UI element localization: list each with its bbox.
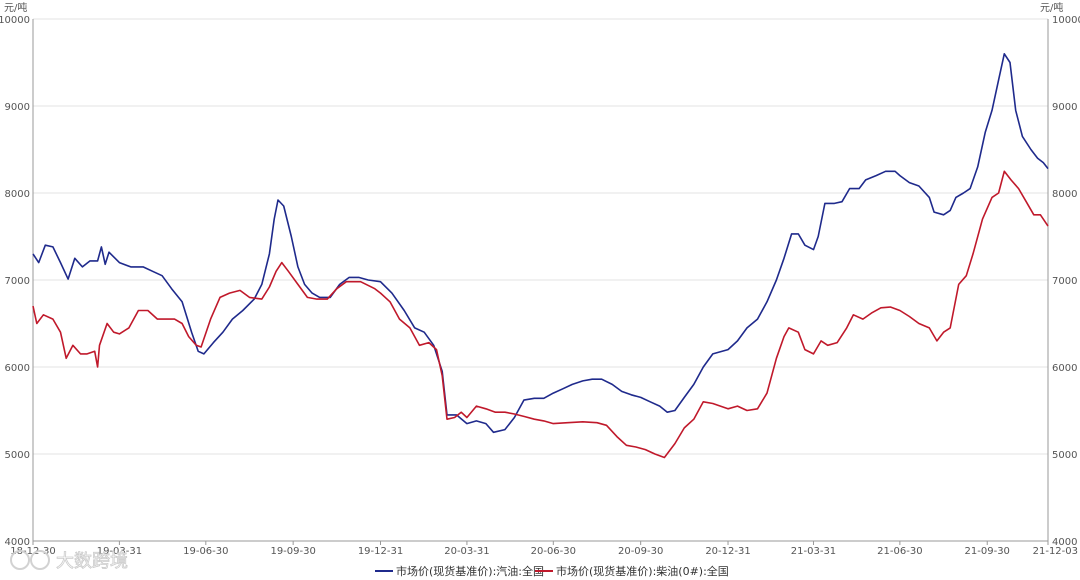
left-axis-unit: 元/吨 [4, 1, 27, 14]
y-tick-left-8000: 8000 [5, 189, 30, 200]
y-tick-right-5000: 5000 [1052, 450, 1077, 461]
x-tick-20-09-30: 20-09-30 [618, 546, 663, 557]
x-tick-19-03-31: 19-03-31 [97, 546, 142, 557]
y-tick-left-7000: 7000 [5, 276, 30, 287]
y-tick-left-10000: 10000 [0, 15, 30, 26]
y-tick-right-10000: 10000 [1052, 15, 1080, 26]
x-tick-20-12-31: 20-12-31 [705, 546, 750, 557]
x-tick-19-12-31: 19-12-31 [358, 546, 403, 557]
legend: 市场价(现货基准价):汽油:全国 市场价(现货基准价):柴油(0#):全国 [375, 564, 729, 578]
watermark: 大数跨境 [10, 550, 128, 572]
right-y-tick-labels: 4000 5000 6000 7000 8000 9000 10000 [1052, 15, 1080, 548]
watermark-logo-icon [10, 550, 30, 570]
x-tick-21-12-03: 21-12-03 [1033, 546, 1078, 557]
x-tick-19-06-30: 19-06-30 [183, 546, 228, 557]
y-tick-left-5000: 5000 [5, 450, 30, 461]
legend-label-diesel: 市场价(现货基准价):柴油(0#):全国 [556, 564, 729, 578]
x-tick-20-06-30: 20-06-30 [531, 546, 576, 557]
series-lines [32, 53, 1049, 459]
x-tick-18-12-30: 18-12-30 [10, 546, 55, 557]
left-y-tick-labels: 4000 5000 6000 7000 8000 9000 10000 [0, 15, 30, 548]
right-axis-unit: 元/吨 [1040, 1, 1063, 14]
x-tick-20-03-31: 20-03-31 [444, 546, 489, 557]
legend-label-gasoline: 市场价(现货基准价):汽油:全国 [396, 564, 544, 578]
series-line-0 [32, 53, 1049, 434]
x-tick-19-09-30: 19-09-30 [270, 546, 315, 557]
watermark-text: 大数跨境 [56, 551, 128, 572]
watermark-logo-icon-2 [30, 550, 50, 570]
gridlines [33, 18, 1048, 542]
x-tick-21-03-31: 21-03-31 [791, 546, 836, 557]
y-tick-right-6000: 6000 [1052, 363, 1077, 374]
y-tick-left-9000: 9000 [5, 102, 30, 113]
y-tick-right-9000: 9000 [1052, 102, 1077, 113]
x-tick-labels: 18-12-30 19-03-31 19-06-30 19-09-30 19-12-31… [10, 541, 1078, 557]
x-tick-21-06-30: 21-06-30 [877, 546, 922, 557]
series-line-1 [32, 170, 1049, 459]
y-tick-left-4000: 4000 [5, 537, 30, 548]
x-tick-21-09-30: 21-09-30 [965, 546, 1010, 557]
y-tick-right-8000: 8000 [1052, 189, 1077, 200]
y-tick-right-4000: 4000 [1052, 537, 1077, 548]
y-tick-left-6000: 6000 [5, 363, 30, 374]
y-tick-right-7000: 7000 [1052, 276, 1077, 287]
